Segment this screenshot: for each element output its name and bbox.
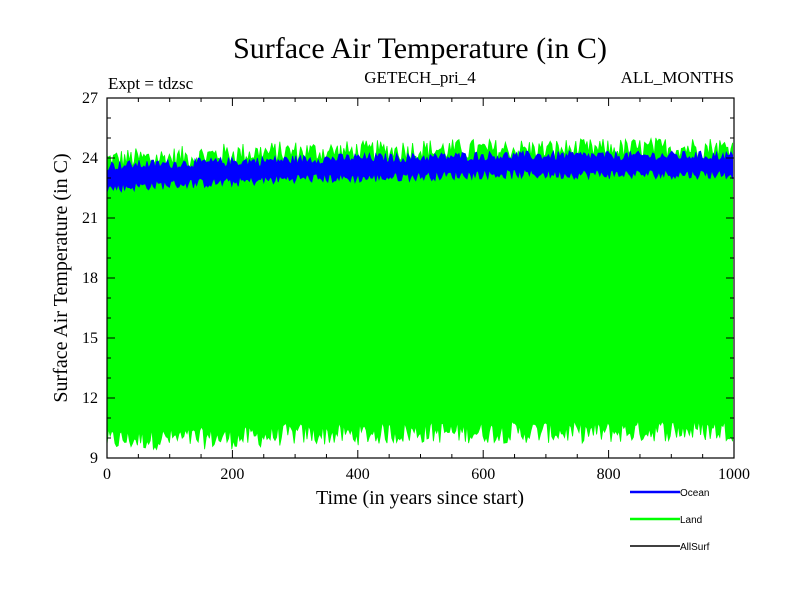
band-land <box>106 137 733 451</box>
y-tick-label: 15 <box>82 330 98 347</box>
legend-item-ocean: Ocean <box>630 488 709 499</box>
y-tick-label: 18 <box>82 270 98 287</box>
chart-title: Surface Air Temperature (in C) <box>233 32 607 65</box>
y-tick-label: 9 <box>90 450 98 467</box>
x-tick-label: 0 <box>103 466 111 483</box>
x-tick-label: 600 <box>471 466 495 483</box>
y-tick-label: 12 <box>82 390 98 407</box>
band-ocean <box>106 149 733 193</box>
legend-item-allsurf: AllSurf <box>630 542 710 553</box>
axes: 0 200 400 600 800 1000 9 12 15 18 21 24 27 <box>82 90 750 483</box>
expt-label: Expt = tdzsc <box>108 74 194 93</box>
legend-label: Ocean <box>680 488 709 499</box>
legend: Ocean Land AllSurf <box>630 488 710 553</box>
x-tick-label: 800 <box>597 466 621 483</box>
legend-label: AllSurf <box>680 542 710 553</box>
plot-area <box>106 137 733 451</box>
legend-label: Land <box>680 515 702 526</box>
x-axis-label: Time (in years since start) <box>316 487 524 509</box>
series-land <box>106 137 733 451</box>
legend-item-land: Land <box>630 515 702 526</box>
series-ocean <box>106 149 733 193</box>
y-axis-label: Surface Air Temperature (in C) <box>50 153 72 402</box>
y-tick-label: 27 <box>82 90 98 107</box>
y-tick-label: 21 <box>82 210 98 227</box>
x-tick-label: 400 <box>346 466 370 483</box>
x-tick-label: 200 <box>220 466 244 483</box>
run-label: GETECH_pri_4 <box>364 68 476 87</box>
months-label: ALL_MONTHS <box>621 68 734 87</box>
x-tick-label: 1000 <box>718 466 750 483</box>
y-tick-label: 24 <box>82 150 98 167</box>
